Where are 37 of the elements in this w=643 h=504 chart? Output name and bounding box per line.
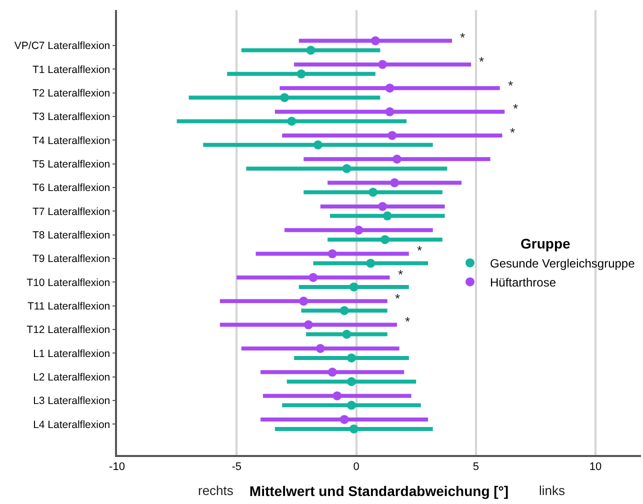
y-tick-label: T6 Lateralflexion xyxy=(32,182,110,194)
y-tick-label: L3 Lateralflexion xyxy=(33,395,110,408)
x-tick-label: -10 xyxy=(109,460,125,473)
x-tick-label: 10 xyxy=(589,460,602,473)
legend-label: Gesunde Vergleichsgruppe xyxy=(490,256,636,271)
x-axis-title: Mittelwert und Standardabweichung [°] xyxy=(249,482,509,499)
annotation: * xyxy=(510,125,516,140)
y-tick-label: L2 Lateralflexion xyxy=(33,372,110,384)
x-tick-label: -5 xyxy=(232,460,242,473)
y-tick-label: VP/C7 Lateralflexion xyxy=(14,40,110,52)
y-tick-label: T8 Lateralflexion xyxy=(32,230,110,242)
y-tick-label: T4 Lateralflexion xyxy=(32,134,110,147)
text: links xyxy=(539,483,566,498)
y-tick-label: T1 Lateralflexion xyxy=(32,64,110,76)
annotation: * xyxy=(417,243,422,258)
annotation: * xyxy=(398,267,404,282)
y-tick-label: T3 Lateralflexion xyxy=(32,111,110,124)
legend-title: Gruppe xyxy=(520,235,570,252)
y-tick-label: T7 Lateralflexion xyxy=(32,206,110,218)
y-tick-label: T5 Lateralflexion xyxy=(32,158,110,171)
x-tick-label: 0 xyxy=(353,460,360,473)
x-tick-label: 5 xyxy=(472,460,479,473)
annotation: * xyxy=(460,30,466,45)
y-tick-label: T9 Lateralflexion xyxy=(32,253,110,266)
y-tick-label: T10 Lateralflexion xyxy=(26,276,110,289)
annotation: * xyxy=(513,101,518,116)
legend-label: Hüftarthrose xyxy=(490,276,556,290)
y-tick-label: T12 Lateralflexion xyxy=(26,324,110,336)
y-tick-label: T11 Lateralflexion xyxy=(27,300,110,313)
annotation: * xyxy=(405,314,410,329)
y-tick-label: L1 Lateralflexion xyxy=(33,348,110,360)
annotation: * xyxy=(479,54,484,69)
annotation: * xyxy=(395,291,400,306)
annotation: * xyxy=(508,78,514,93)
y-tick-label: T2 Lateralflexion xyxy=(32,88,110,100)
text: rechts xyxy=(198,483,234,498)
y-tick-label: L4 Lateralflexion xyxy=(33,418,110,431)
